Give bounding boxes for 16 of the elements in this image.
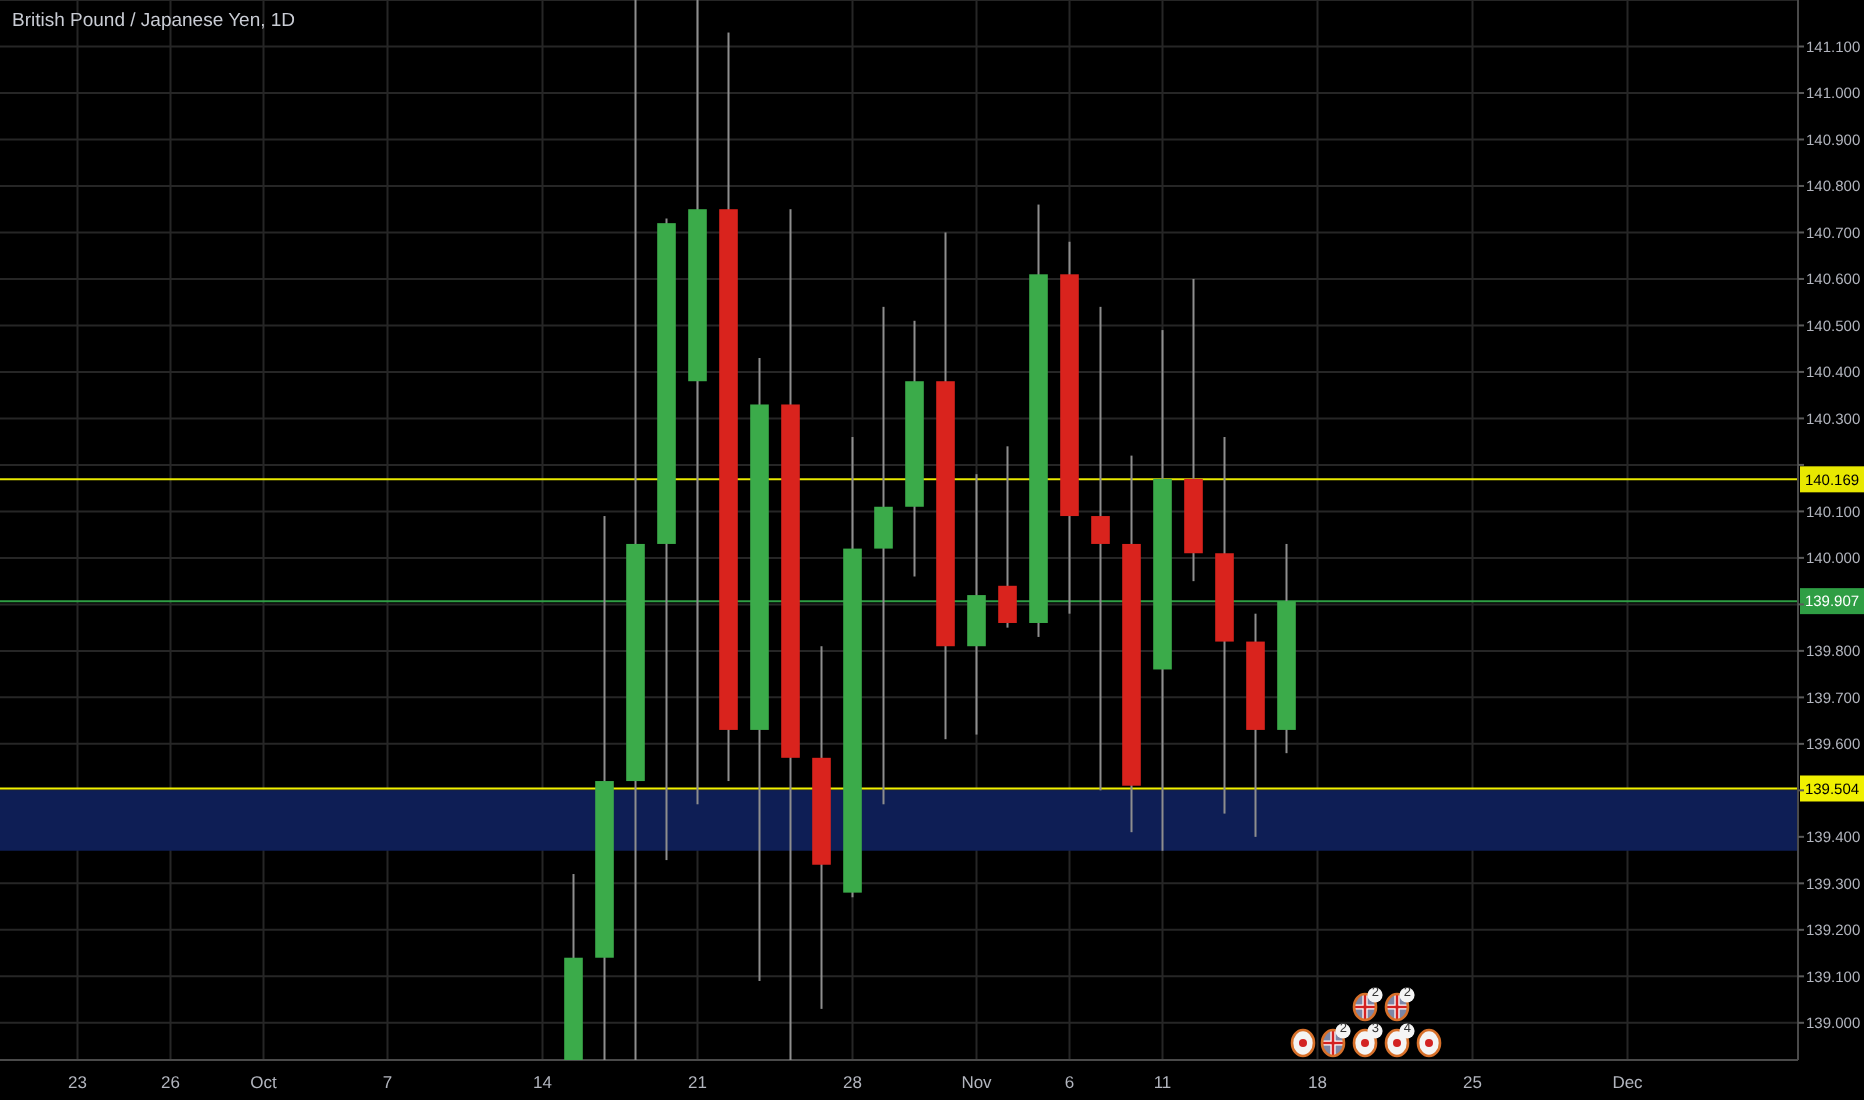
x-tick-label: 21	[688, 1072, 708, 1093]
x-tick-label: Dec	[1612, 1072, 1645, 1093]
candlestick	[1091, 306, 1110, 791]
x-tick-label: Nov	[961, 1072, 994, 1093]
x-tick-label: 18	[1308, 1072, 1328, 1093]
candlestick	[874, 306, 893, 805]
x-tick-label: 28	[843, 1072, 863, 1093]
x-tick-label: 7	[382, 1072, 393, 1093]
text: British Pound / Japanese Yen, 1D	[12, 10, 296, 32]
x-tick-label: 14	[533, 1072, 553, 1093]
x-tick-label: 23	[68, 1072, 88, 1093]
x-tick-label: 6	[1064, 1072, 1075, 1093]
x-tick-label: 11	[1153, 1072, 1172, 1093]
x-tick-label: 26	[161, 1072, 181, 1093]
x-tick-label: 25	[1463, 1072, 1483, 1093]
x-tick-label: Oct	[250, 1072, 278, 1093]
